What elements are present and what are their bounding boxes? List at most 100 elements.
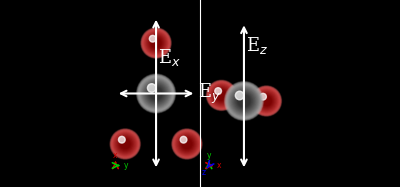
Circle shape — [258, 92, 275, 110]
Circle shape — [252, 87, 280, 115]
Circle shape — [142, 79, 171, 108]
Circle shape — [228, 86, 259, 116]
Circle shape — [110, 129, 140, 159]
Circle shape — [207, 81, 236, 110]
Circle shape — [147, 34, 166, 52]
Circle shape — [113, 132, 138, 156]
Circle shape — [262, 96, 271, 105]
Circle shape — [143, 80, 169, 107]
Circle shape — [207, 81, 236, 110]
Circle shape — [113, 132, 137, 156]
Circle shape — [176, 133, 198, 155]
Text: E$_y$: E$_y$ — [198, 81, 221, 106]
Circle shape — [182, 140, 192, 148]
Circle shape — [172, 129, 202, 159]
Circle shape — [139, 77, 173, 110]
Circle shape — [146, 84, 166, 103]
Circle shape — [226, 83, 262, 119]
Circle shape — [226, 83, 262, 119]
Circle shape — [114, 132, 137, 156]
Circle shape — [178, 135, 196, 153]
Circle shape — [144, 81, 168, 106]
Circle shape — [143, 81, 169, 106]
Circle shape — [114, 133, 136, 155]
Circle shape — [235, 92, 253, 110]
Circle shape — [114, 133, 136, 155]
Circle shape — [257, 92, 276, 110]
Circle shape — [228, 85, 260, 117]
Circle shape — [143, 30, 169, 56]
Circle shape — [236, 93, 252, 109]
Circle shape — [140, 77, 172, 110]
Circle shape — [121, 140, 130, 148]
Circle shape — [174, 131, 200, 157]
Circle shape — [261, 96, 272, 106]
Circle shape — [212, 86, 231, 105]
Circle shape — [216, 90, 227, 101]
Circle shape — [117, 136, 133, 152]
Circle shape — [232, 88, 256, 114]
Circle shape — [251, 86, 281, 116]
Circle shape — [111, 130, 140, 158]
Circle shape — [231, 88, 257, 114]
Circle shape — [175, 132, 199, 156]
Circle shape — [212, 86, 231, 105]
Circle shape — [262, 97, 270, 105]
Circle shape — [210, 84, 233, 107]
Circle shape — [208, 81, 236, 109]
Circle shape — [253, 87, 280, 115]
Circle shape — [145, 83, 167, 104]
Circle shape — [146, 33, 166, 53]
Circle shape — [255, 89, 278, 113]
Circle shape — [234, 91, 254, 111]
Circle shape — [182, 139, 192, 149]
Circle shape — [143, 30, 169, 56]
Circle shape — [180, 137, 194, 151]
Circle shape — [180, 136, 187, 143]
Circle shape — [215, 89, 228, 102]
Circle shape — [112, 131, 138, 157]
Circle shape — [252, 86, 281, 116]
Circle shape — [112, 130, 139, 158]
Circle shape — [237, 94, 251, 108]
Circle shape — [260, 94, 273, 108]
Circle shape — [217, 91, 226, 100]
Circle shape — [172, 129, 202, 159]
Circle shape — [236, 93, 252, 109]
Circle shape — [230, 87, 258, 115]
Circle shape — [178, 136, 195, 152]
Circle shape — [177, 134, 197, 154]
Text: E$_z$: E$_z$ — [246, 35, 268, 56]
Circle shape — [142, 29, 170, 57]
Circle shape — [183, 140, 191, 148]
Circle shape — [144, 82, 168, 105]
Circle shape — [175, 132, 199, 156]
Circle shape — [211, 85, 232, 106]
Circle shape — [149, 35, 156, 42]
Circle shape — [174, 132, 199, 156]
Circle shape — [256, 91, 277, 111]
Circle shape — [256, 91, 276, 111]
Circle shape — [213, 87, 230, 104]
Circle shape — [150, 87, 163, 100]
Circle shape — [112, 131, 138, 157]
Circle shape — [215, 89, 228, 102]
Circle shape — [230, 87, 258, 115]
Circle shape — [260, 95, 272, 107]
Circle shape — [152, 39, 160, 47]
Circle shape — [259, 93, 274, 109]
Circle shape — [120, 139, 130, 149]
Circle shape — [116, 135, 134, 153]
Circle shape — [212, 85, 232, 105]
Circle shape — [213, 87, 230, 103]
Circle shape — [148, 35, 164, 51]
Circle shape — [181, 138, 193, 150]
Circle shape — [178, 135, 196, 153]
Circle shape — [145, 82, 167, 105]
Circle shape — [256, 90, 277, 112]
Circle shape — [260, 94, 273, 108]
Circle shape — [138, 75, 174, 112]
Circle shape — [174, 131, 200, 157]
Circle shape — [118, 137, 133, 151]
Circle shape — [237, 94, 250, 108]
